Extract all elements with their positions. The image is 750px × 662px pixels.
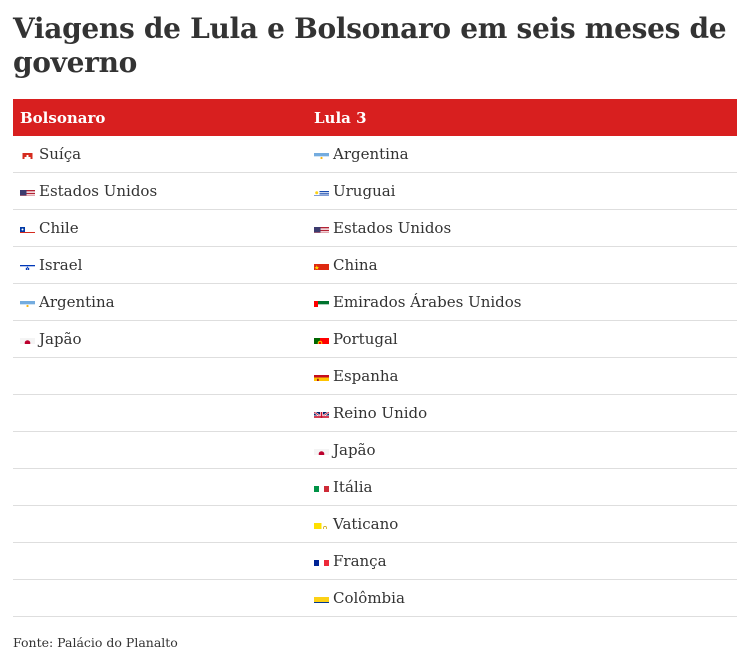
table-row: Estados Unidos Uruguai (13, 173, 737, 210)
table-header: Bolsonaro Lula 3 (13, 99, 737, 136)
table-row: Itália (13, 469, 737, 506)
lula-cell: Japão (307, 441, 737, 459)
italy-flag-icon (314, 482, 329, 492)
lula-cell: França (307, 552, 737, 570)
country-name: Argentina (333, 145, 409, 163)
bolsonaro-cell: Estados Unidos (13, 182, 307, 200)
country-name: Uruguai (333, 182, 396, 200)
country-name: Colômbia (333, 589, 405, 607)
country-name: China (333, 256, 378, 274)
table-row: Argentina Emirados Árabes Unidos (13, 284, 737, 321)
bolsonaro-cell: Argentina (13, 293, 307, 311)
country-name: Espanha (333, 367, 399, 385)
source-note: Fonte: Palácio do Planalto (13, 635, 178, 650)
france-flag-icon (314, 556, 329, 566)
bolsonaro-cell: Chile (13, 219, 307, 237)
bolsonaro-cell: Israel (13, 256, 307, 274)
country-name: Japão (333, 441, 376, 459)
lula-cell: Espanha (307, 367, 737, 385)
country-name: Israel (39, 256, 83, 274)
uruguay-flag-icon (314, 186, 329, 196)
table-row: Espanha (13, 358, 737, 395)
country-name: Estados Unidos (39, 182, 158, 200)
column-header-bolsonaro: Bolsonaro (20, 108, 106, 127)
lula-cell: Estados Unidos (307, 219, 737, 237)
usa-flag-icon (20, 186, 35, 196)
country-name: Vaticano (333, 515, 399, 533)
country-name: Argentina (39, 293, 115, 311)
spain-flag-icon (314, 371, 329, 381)
column-header-lula: Lula 3 (314, 108, 367, 127)
lula-cell: China (307, 256, 737, 274)
uae-flag-icon (314, 297, 329, 307)
japan-flag-icon (20, 334, 35, 344)
country-name: Japão (39, 330, 82, 348)
japan-flag-icon (314, 445, 329, 455)
switzerland-flag-icon (20, 149, 35, 159)
israel-flag-icon (20, 260, 35, 270)
lula-cell: Reino Unido (307, 404, 737, 422)
table-body: Suíça Argentina Estados Unidos Uruguai Chile… (13, 136, 737, 617)
country-name: França (333, 552, 387, 570)
bolsonaro-cell: Suíça (13, 145, 307, 163)
table-row: Israel China (13, 247, 737, 284)
vatican-flag-icon (314, 519, 329, 529)
usa-flag-icon (314, 223, 329, 233)
page-title: Viagens de Lula e Bolsonaro em seis mese… (13, 12, 727, 79)
bolsonaro-cell: Japão (13, 330, 307, 348)
table-row: França (13, 543, 737, 580)
country-name: Itália (333, 478, 373, 496)
country-name: Chile (39, 219, 79, 237)
lula-cell: Emirados Árabes Unidos (307, 293, 737, 311)
country-name: Suíça (39, 145, 82, 163)
chile-flag-icon (20, 223, 35, 233)
country-name: Portugal (333, 330, 398, 348)
lula-cell: Argentina (307, 145, 737, 163)
table-row: Reino Unido (13, 395, 737, 432)
table-row: Japão Portugal (13, 321, 737, 358)
lula-cell: Vaticano (307, 515, 737, 533)
lula-cell: Uruguai (307, 182, 737, 200)
china-flag-icon (314, 260, 329, 270)
trips-table: Bolsonaro Lula 3 Suíça Argentina Estados U… (13, 99, 737, 617)
uk-flag-icon (314, 408, 329, 418)
lula-cell: Colômbia (307, 589, 737, 607)
country-name: Estados Unidos (333, 219, 452, 237)
colombia-flag-icon (314, 593, 329, 603)
argentina-flag-icon (20, 297, 35, 307)
table-row: Chile Estados Unidos (13, 210, 737, 247)
table-row: Colômbia (13, 580, 737, 617)
argentina-flag-icon (314, 149, 329, 159)
table-row: Suíça Argentina (13, 136, 737, 173)
lula-cell: Itália (307, 478, 737, 496)
portugal-flag-icon (314, 334, 329, 344)
country-name: Emirados Árabes Unidos (333, 293, 522, 311)
table-row: Japão (13, 432, 737, 469)
table-row: Vaticano (13, 506, 737, 543)
lula-cell: Portugal (307, 330, 737, 348)
country-name: Reino Unido (333, 404, 428, 422)
